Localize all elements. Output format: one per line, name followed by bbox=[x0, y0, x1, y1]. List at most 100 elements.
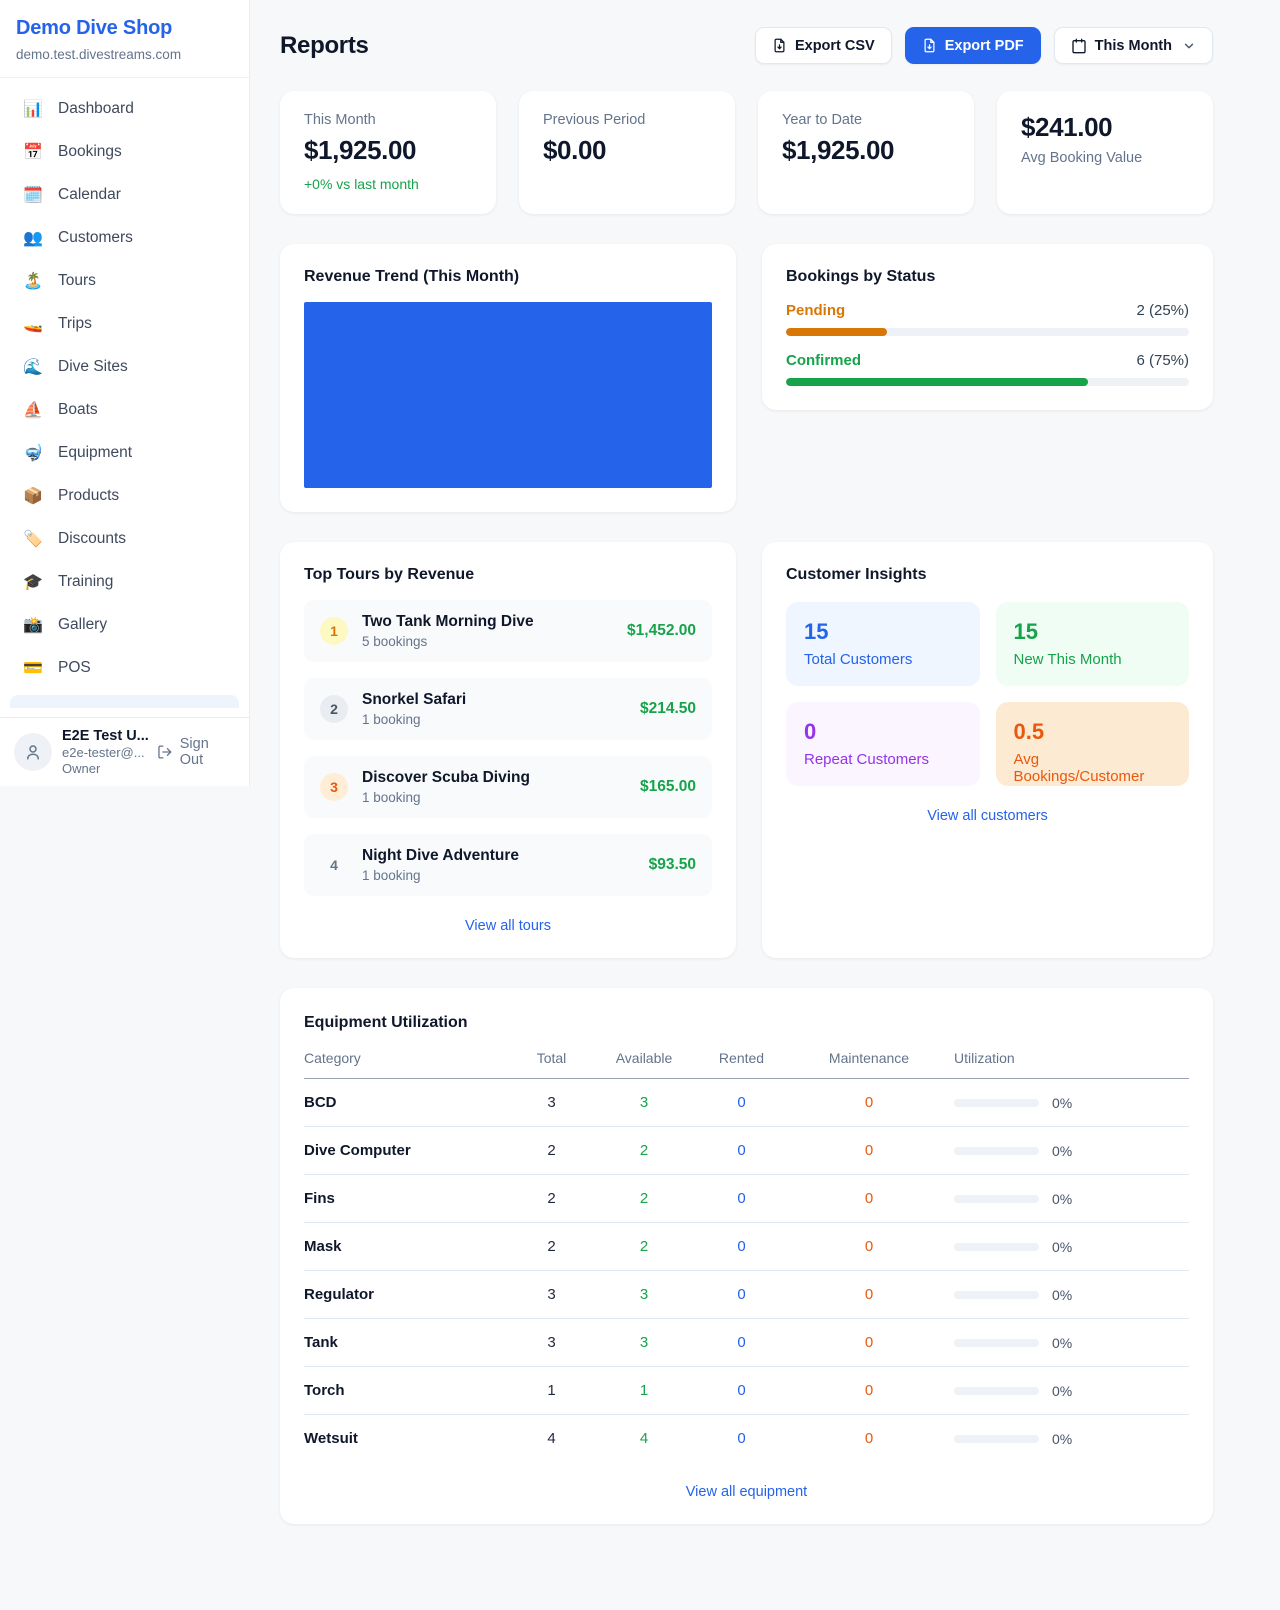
export-pdf-button[interactable]: Export PDF bbox=[904, 27, 1041, 64]
stat-value: $241.00 bbox=[1021, 112, 1113, 142]
nav-item-label: Calendar bbox=[58, 186, 121, 203]
sidebar-nav-item[interactable]: 📅 Bookings bbox=[10, 133, 239, 171]
equipment-available: 1 bbox=[599, 1367, 689, 1415]
nav-item-icon: 🌊 bbox=[23, 359, 43, 376]
tour-text: Night Dive Adventure 1 booking bbox=[362, 847, 519, 883]
col-header-category: Category bbox=[304, 1032, 504, 1079]
equipment-total: 2 bbox=[504, 1175, 599, 1223]
stat-value: $1,925.00 bbox=[782, 135, 895, 165]
sidebar-nav-item[interactable]: 💳 POS bbox=[10, 649, 239, 687]
sidebar-nav-item[interactable]: 📊 Dashboard bbox=[10, 90, 239, 128]
equipment-rented: 0 bbox=[689, 1319, 794, 1367]
equipment-utilization-cell: 0% bbox=[944, 1416, 1189, 1462]
insight-label: Repeat Customers bbox=[804, 751, 930, 768]
export-csv-button[interactable]: Export CSV bbox=[754, 27, 892, 64]
stat-label: Previous Period bbox=[543, 112, 646, 128]
sidebar-nav-item[interactable]: 🏷️ Discounts bbox=[10, 520, 239, 558]
brand-name: Demo Dive Shop bbox=[16, 17, 173, 39]
status-row: Confirmed 6 (75%) bbox=[786, 352, 1189, 386]
tour-amount: $1,452.00 bbox=[627, 622, 696, 639]
equipment-rented: 0 bbox=[689, 1223, 794, 1271]
sidebar-nav-item[interactable]: 📸 Gallery bbox=[10, 606, 239, 644]
utilization-percent: 0% bbox=[1052, 1142, 1073, 1159]
sidebar-nav-item[interactable]: 📦 Products bbox=[10, 477, 239, 515]
tour-amount: $93.50 bbox=[648, 856, 696, 873]
equipment-total: 3 bbox=[504, 1271, 599, 1319]
equipment-utilization-panel: Equipment Utilization Category Total Ava… bbox=[280, 988, 1213, 1524]
nav-item-icon: 📊 bbox=[23, 101, 43, 118]
bookings-by-status-title: Bookings by Status bbox=[786, 268, 936, 285]
view-all-equipment-link[interactable]: View all equipment bbox=[685, 1484, 808, 1500]
equipment-utilization-cell: 0% bbox=[944, 1320, 1189, 1367]
insight-tile: 15 New This Month bbox=[995, 602, 1189, 686]
nav-item-label: Products bbox=[58, 487, 120, 504]
bookings-by-status-panel: Bookings by Status Pending 2 (25%) bbox=[762, 244, 1213, 410]
charts-row: Revenue Trend (This Month) Bookings by S… bbox=[280, 244, 1213, 512]
stat-delta: +0% vs last month bbox=[304, 176, 419, 192]
tour-rank-badge: 3 bbox=[320, 773, 348, 801]
equipment-maintenance: 0 bbox=[794, 1223, 944, 1271]
equipment-total: 4 bbox=[547, 1430, 556, 1447]
period-dropdown[interactable]: This Month bbox=[1053, 27, 1213, 64]
sign-out-label: Sign Out bbox=[179, 736, 209, 768]
sidebar-nav-item[interactable]: ⛵ Boats bbox=[10, 391, 239, 429]
sidebar-nav-item[interactable]: 🏝️ Tours bbox=[10, 262, 239, 300]
equipment-category: Tank bbox=[304, 1319, 504, 1367]
top-tours-panel: Top Tours by Revenue 1 Two Tank Morning … bbox=[280, 542, 736, 958]
utilization-track bbox=[954, 1146, 1039, 1155]
insight-value: 15 bbox=[804, 619, 829, 644]
utilization-track bbox=[954, 1434, 1039, 1443]
nav-item-label: Customers bbox=[58, 229, 133, 246]
nav-item-label: Discounts bbox=[58, 530, 127, 547]
nav-item-icon: 👥 bbox=[23, 230, 43, 247]
page-title: Reports bbox=[280, 31, 369, 59]
utilization-percent: 0% bbox=[1052, 1094, 1073, 1111]
nav-item-icon: 🗓️ bbox=[23, 187, 43, 204]
insight-tile: 15 Total Customers bbox=[786, 602, 980, 686]
status-progress-track bbox=[786, 328, 1189, 336]
equipment-category: Fins bbox=[304, 1175, 504, 1223]
sidebar-nav-item[interactable]: 🚤 Trips bbox=[10, 305, 239, 343]
utilization-percent: 0% bbox=[1052, 1334, 1073, 1351]
insight-tile: 0 Repeat Customers bbox=[786, 702, 980, 786]
insight-value: 0.5 bbox=[1013, 719, 1045, 744]
view-all-tours-link[interactable]: View all tours bbox=[465, 918, 551, 934]
nav-item-label: Tours bbox=[58, 272, 96, 289]
equipment-rented: 0 bbox=[737, 1430, 746, 1447]
nav-item-label: Dashboard bbox=[58, 100, 134, 117]
user-email: e2e-tester@... bbox=[62, 744, 145, 760]
customer-insights-panel: Customer Insights 15 Total Customers 15 … bbox=[762, 542, 1213, 958]
sidebar-nav-item[interactable]: 🗓️ Calendar bbox=[10, 176, 239, 214]
nav-item-icon: 🏝️ bbox=[23, 273, 43, 290]
equipment-utilization-cell: 0% bbox=[944, 1176, 1189, 1223]
sidebar-nav-item[interactable]: 🌊 Dive Sites bbox=[10, 348, 239, 386]
equipment-utilization-cell: 0% bbox=[944, 1128, 1189, 1175]
equipment-utilization-cell: 0% bbox=[944, 1080, 1189, 1127]
sidebar-nav-item[interactable]: 🤿 Equipment bbox=[10, 434, 239, 472]
equipment-category: Dive Computer bbox=[304, 1127, 504, 1175]
equipment-maintenance: 0 bbox=[864, 1430, 874, 1447]
sidebar-nav-item-partial[interactable] bbox=[10, 695, 239, 708]
col-header-maintenance: Maintenance bbox=[794, 1032, 944, 1079]
sign-out-icon bbox=[158, 745, 172, 759]
utilization-track bbox=[954, 1098, 1039, 1107]
tour-bookings: 1 booking bbox=[362, 868, 421, 883]
equipment-rented: 0 bbox=[689, 1271, 794, 1319]
utilization-track bbox=[954, 1338, 1039, 1347]
nav-item-icon: 🏷️ bbox=[23, 531, 43, 548]
file-download-icon bbox=[924, 38, 935, 53]
tour-text: Discover Scuba Diving 1 booking bbox=[362, 769, 530, 805]
view-all-customers-link[interactable]: View all customers bbox=[927, 808, 1048, 824]
tour-amount: $214.50 bbox=[639, 700, 696, 717]
equipment-total: 2 bbox=[504, 1223, 599, 1271]
sidebar-nav-item[interactable]: 👥 Customers bbox=[10, 219, 239, 257]
user-role: Owner bbox=[62, 761, 101, 777]
sidebar-nav-item[interactable]: 🎓 Training bbox=[10, 563, 239, 601]
user-footer: E2E Test U... e2e-tester@... Owner Sign … bbox=[0, 717, 249, 786]
nav-item-icon: 🤿 bbox=[23, 445, 43, 462]
sign-out-button[interactable]: Sign Out bbox=[157, 736, 235, 768]
export-csv-label: Export CSV bbox=[794, 37, 875, 54]
equipment-total: 3 bbox=[504, 1319, 599, 1367]
equipment-maintenance: 0 bbox=[794, 1175, 944, 1223]
status-progress-track bbox=[786, 378, 1189, 386]
